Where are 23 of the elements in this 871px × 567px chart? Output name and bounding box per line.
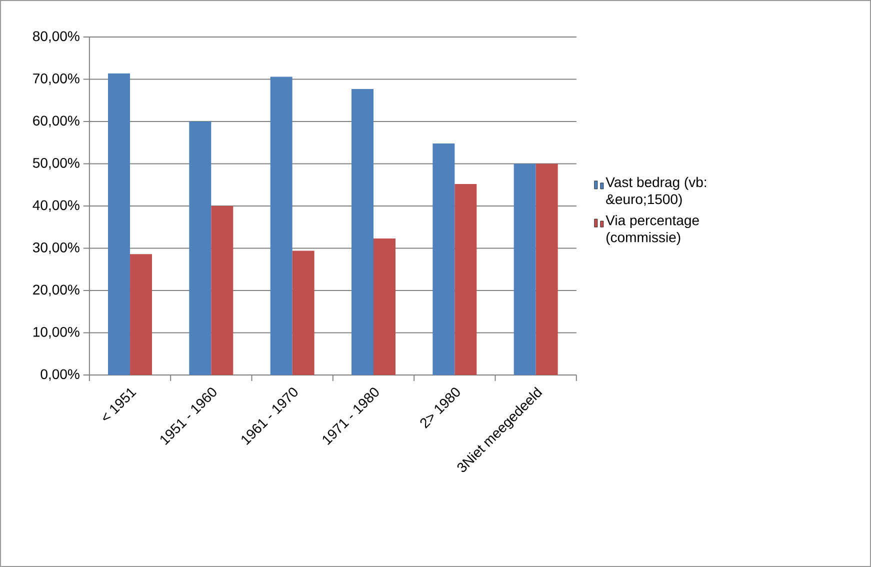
y-tick-label: 70,00% bbox=[33, 73, 80, 86]
bar bbox=[514, 164, 536, 375]
bar bbox=[108, 73, 130, 375]
y-tick-label: 60,00% bbox=[33, 116, 80, 128]
bar bbox=[189, 122, 212, 375]
bar bbox=[432, 143, 455, 375]
legend-label: Via percentage (commissie) bbox=[606, 214, 699, 246]
bar bbox=[536, 164, 558, 375]
bar bbox=[270, 76, 292, 375]
legend-label: Vast bedrag (vb: &euro;1500) bbox=[606, 176, 706, 207]
bar bbox=[454, 184, 477, 375]
y-tick-label: 30,00% bbox=[32, 242, 80, 254]
y-tick-label: 20,00% bbox=[33, 284, 80, 296]
y-tick-label: 0,00% bbox=[40, 369, 80, 381]
bar bbox=[374, 238, 396, 375]
y-tick-label: 10,00% bbox=[33, 326, 80, 339]
bar bbox=[211, 206, 234, 375]
bar bbox=[352, 88, 374, 375]
bar bbox=[292, 250, 314, 375]
bar bbox=[130, 254, 152, 375]
y-tick-label: 80,00% bbox=[33, 31, 80, 43]
y-tick-label: 50,00% bbox=[32, 158, 80, 170]
y-tick-label: 40,00% bbox=[32, 200, 80, 212]
